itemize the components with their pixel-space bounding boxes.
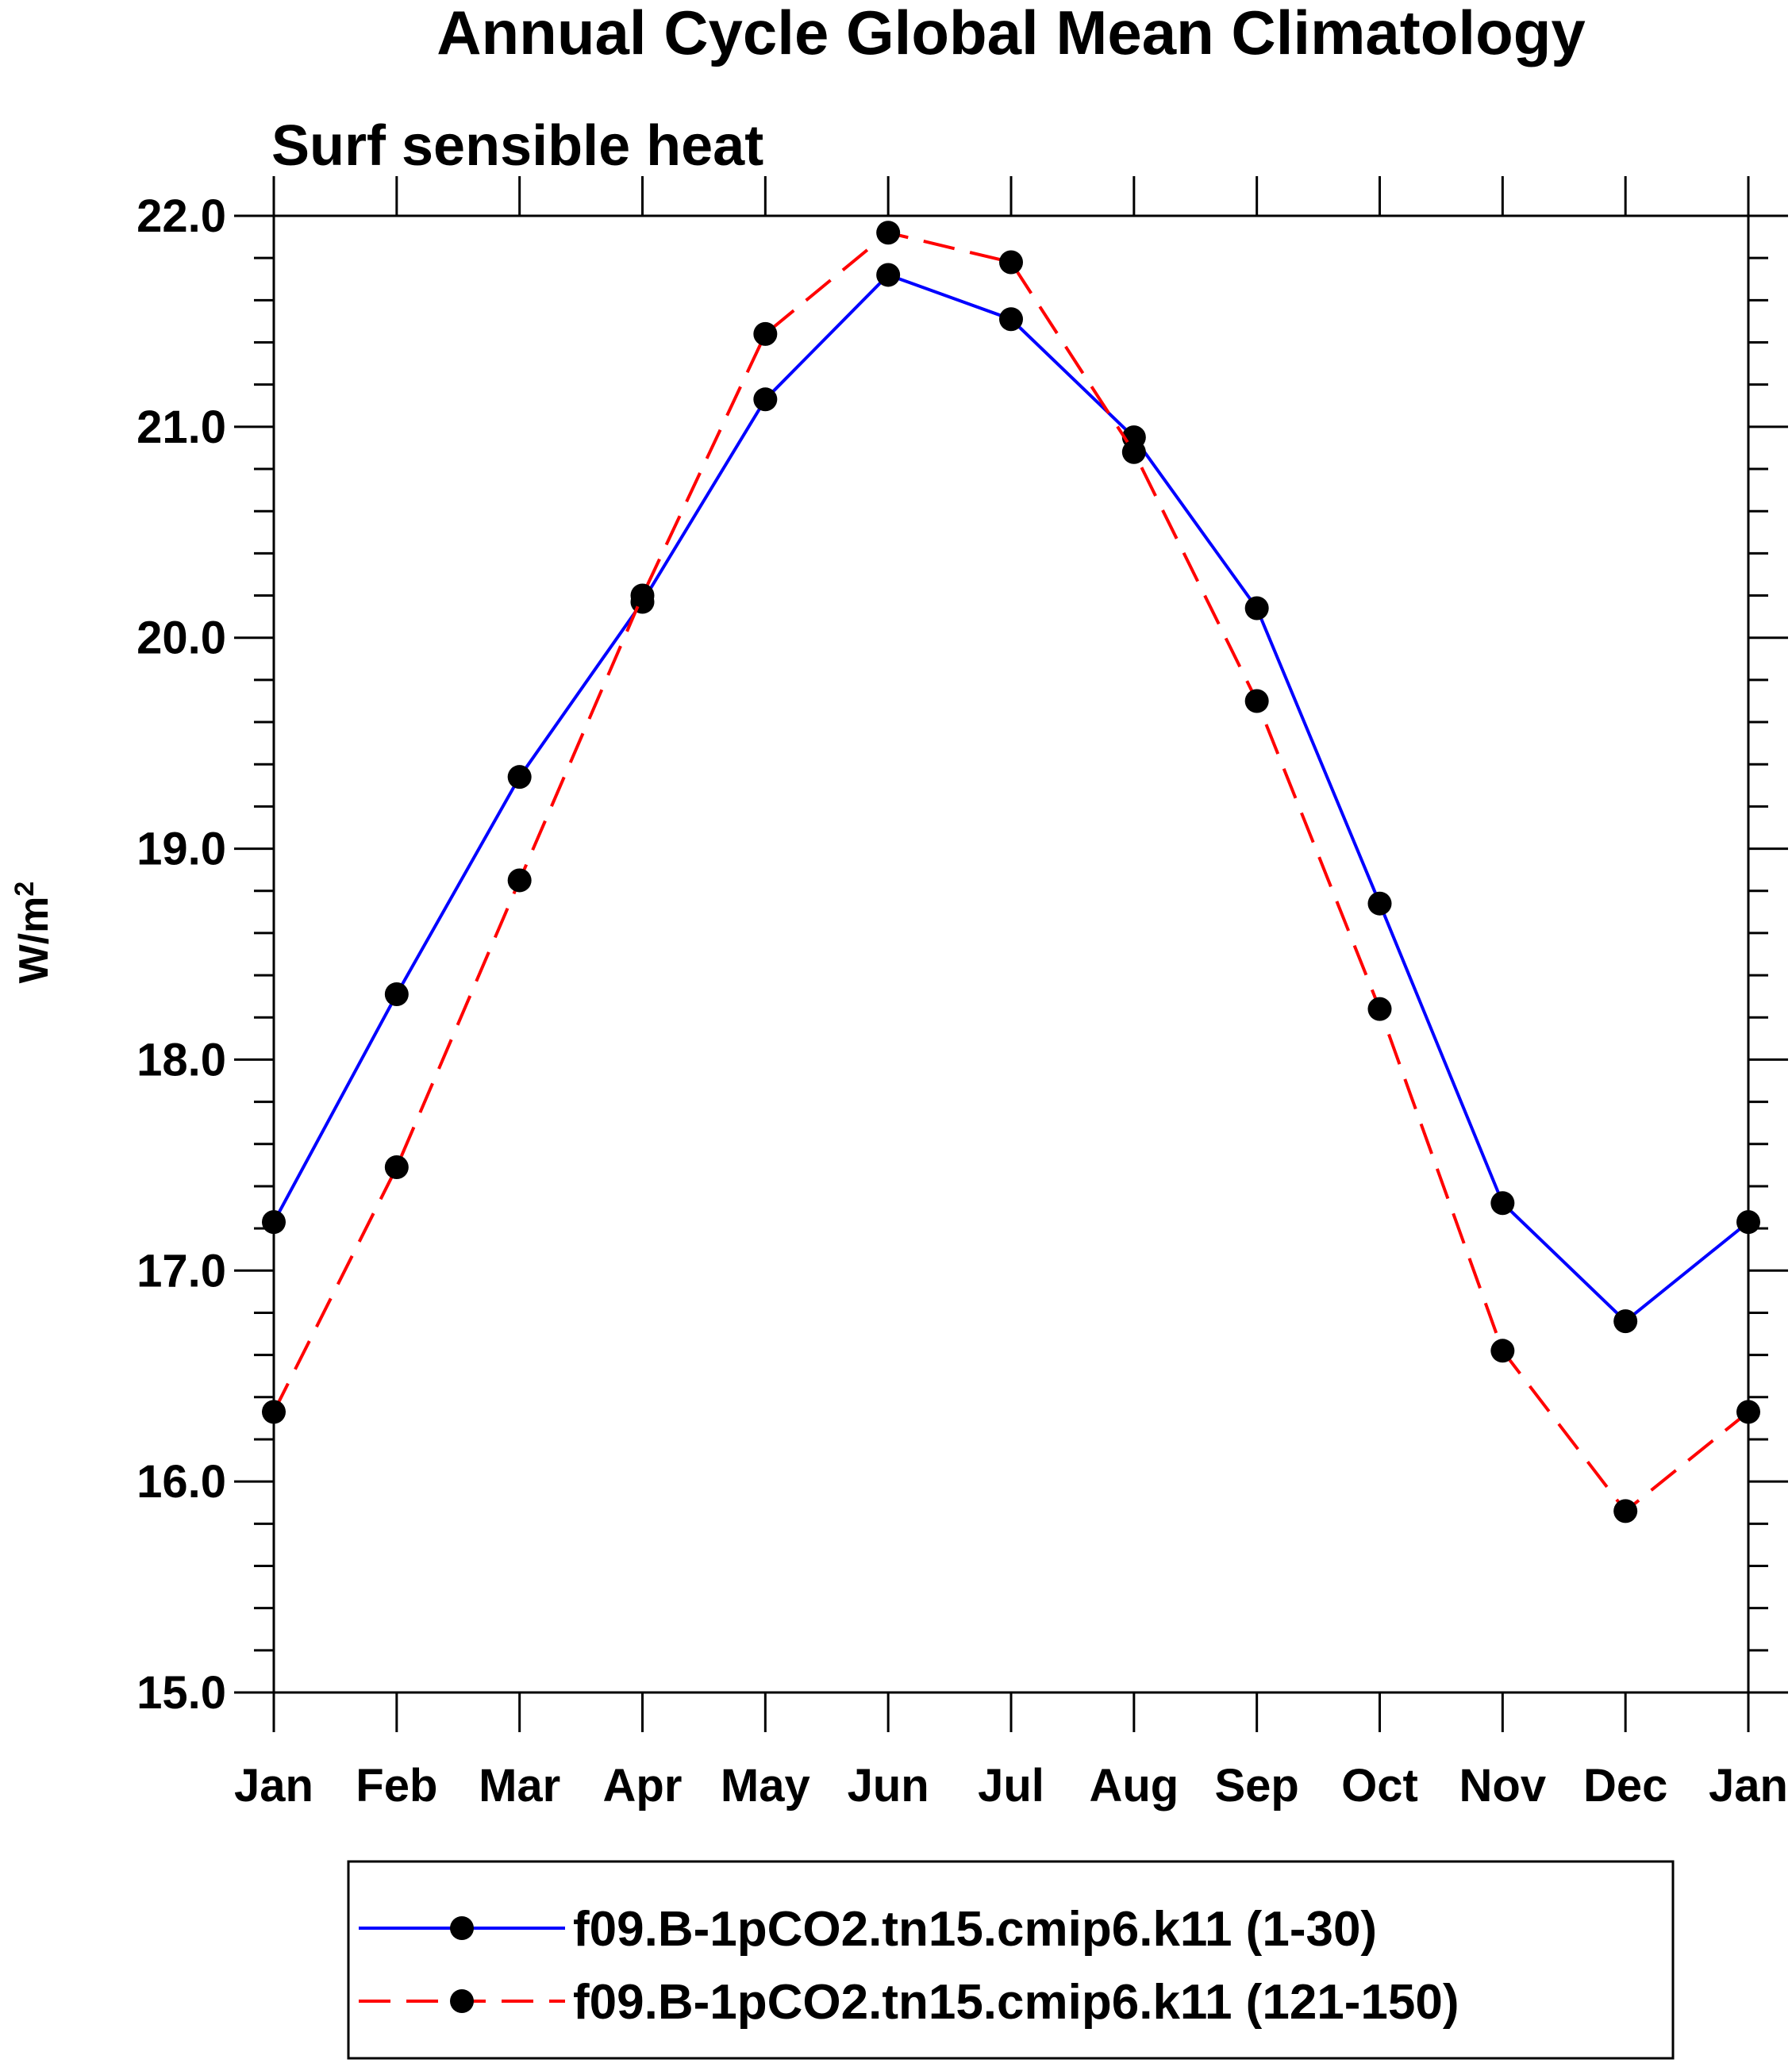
series-layer [262, 221, 1760, 1523]
legend-label: f09.B-1pCO2.tn15.cmip6.k11 (121-150) [573, 1975, 1459, 2030]
data-point [384, 982, 409, 1007]
x-tick-label: Jun [848, 1760, 929, 1812]
data-point [1490, 1339, 1515, 1363]
data-point [999, 307, 1023, 332]
y-tick-label: 15.0 [137, 1667, 226, 1719]
x-tick-label: Apr [603, 1760, 683, 1812]
data-point [1244, 596, 1269, 620]
data-point [262, 1400, 286, 1424]
legend-box [347, 1860, 1675, 2060]
data-point [1613, 1309, 1638, 1334]
legend: f09.B-1pCO2.tn15.cmip6.k11 (1-30) f09.B-1… [347, 1860, 1675, 2060]
y-axis-label-superscript: 2 [10, 882, 40, 897]
legend-marker [450, 1916, 474, 1940]
legend-marker [450, 1989, 474, 2013]
x-tick-label: Aug [1089, 1760, 1179, 1812]
legend-item: f09.B-1pCO2.tn15.cmip6.k11 (121-150) [359, 1975, 1459, 2030]
data-point [262, 1210, 286, 1235]
x-tick-label: Oct [1341, 1760, 1418, 1812]
legend-item: f09.B-1pCO2.tn15.cmip6.k11 (1-30) [359, 1902, 1377, 1957]
legend-label: f09.B-1pCO2.tn15.cmip6.k11 (1-30) [573, 1902, 1377, 1957]
series-2 [262, 221, 1760, 1523]
y-tick-label: 20.0 [137, 613, 226, 664]
data-point [1121, 440, 1146, 464]
data-point [1736, 1400, 1760, 1424]
data-point [1736, 1210, 1760, 1235]
data-point [753, 387, 778, 412]
y-axis-label-base: W/m [11, 897, 57, 984]
y-tick-label: 17.0 [137, 1245, 226, 1297]
chart-title: Annual Cycle Global Mean Climatology [436, 0, 1586, 67]
data-point [1367, 891, 1392, 916]
x-tick-label: Sep [1214, 1760, 1298, 1812]
x-tick-label: May [721, 1760, 810, 1812]
data-point [630, 583, 655, 608]
data-point [876, 221, 901, 245]
y-tick-label: 19.0 [137, 824, 226, 875]
y-tick-label: 16.0 [137, 1456, 226, 1508]
data-point [507, 868, 532, 893]
series-1 [262, 263, 1760, 1334]
y-tick-label: 21.0 [137, 401, 226, 453]
y-axis-label: W/m2 [10, 882, 57, 984]
x-tick-label: Dec [1583, 1760, 1667, 1812]
y-tick-label: 18.0 [137, 1034, 226, 1085]
plot-frame [272, 214, 1750, 1694]
data-point [999, 250, 1023, 275]
x-tick-label: Jul [978, 1760, 1044, 1812]
y-tick-label: 22.0 [137, 190, 226, 242]
series-line [272, 273, 1750, 1324]
x-tick-label: Nov [1459, 1760, 1547, 1812]
x-tick-label: Jan [234, 1760, 313, 1812]
data-point [753, 321, 778, 346]
data-point [1490, 1191, 1515, 1216]
axes: 15.0 16.0 17.0 18.0 19.0 20.0 21.0 22.0 Jan Feb Ma… [137, 176, 1788, 1812]
data-point [876, 263, 901, 287]
data-point [1244, 689, 1269, 713]
data-point [507, 765, 532, 790]
x-tick-label: Feb [356, 1760, 437, 1812]
x-tick-label: Mar [479, 1760, 560, 1812]
data-point [384, 1155, 409, 1180]
chart-subtitle: Surf sensible heat [271, 114, 763, 178]
data-point [1367, 997, 1392, 1021]
x-tick-label: Jan [1709, 1760, 1788, 1812]
data-point [1613, 1499, 1638, 1523]
series-line [272, 231, 1750, 1514]
